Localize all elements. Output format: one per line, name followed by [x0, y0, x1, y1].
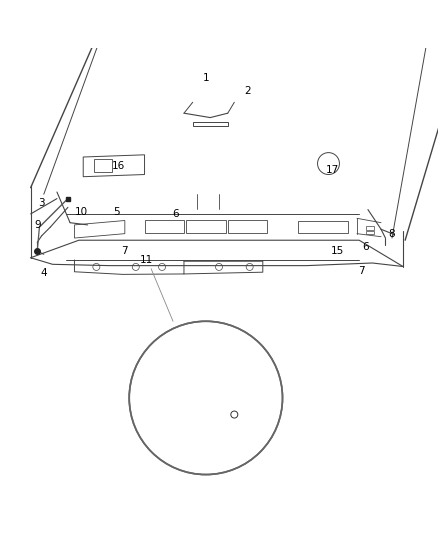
- Text: 3: 3: [38, 198, 45, 208]
- Text: 16: 16: [112, 161, 125, 171]
- Text: 5: 5: [113, 207, 120, 217]
- Text: 12: 12: [188, 360, 201, 370]
- Circle shape: [129, 321, 283, 474]
- Text: 11: 11: [140, 255, 153, 265]
- Text: 17: 17: [326, 165, 339, 175]
- Text: 2: 2: [244, 86, 251, 96]
- Text: 1: 1: [202, 73, 209, 83]
- Text: 4: 4: [40, 268, 47, 278]
- Text: 6: 6: [172, 209, 179, 219]
- Text: 13: 13: [151, 384, 164, 394]
- Text: 7: 7: [121, 246, 128, 256]
- Text: 7: 7: [358, 266, 365, 276]
- Text: 6: 6: [362, 242, 369, 252]
- Text: 8: 8: [389, 229, 396, 239]
- Text: 15: 15: [331, 246, 344, 256]
- Text: 14: 14: [193, 422, 206, 431]
- Circle shape: [231, 411, 238, 418]
- Text: 10: 10: [74, 207, 88, 217]
- Text: 9: 9: [34, 220, 41, 230]
